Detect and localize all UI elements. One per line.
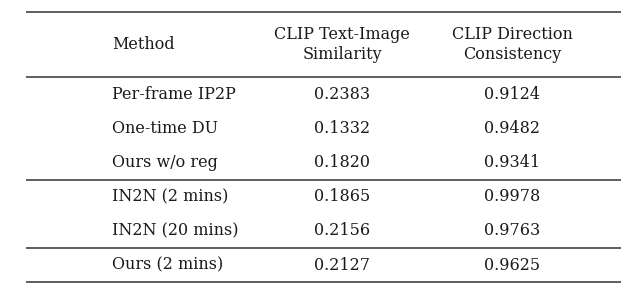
- Text: 0.9341: 0.9341: [484, 154, 540, 171]
- Text: 0.2156: 0.2156: [314, 222, 371, 239]
- Text: CLIP Direction
Consistency: CLIP Direction Consistency: [452, 26, 572, 63]
- Text: Ours (2 mins): Ours (2 mins): [112, 257, 223, 274]
- Text: 0.1820: 0.1820: [314, 154, 371, 171]
- Text: 0.1865: 0.1865: [314, 188, 371, 205]
- Text: IN2N (2 mins): IN2N (2 mins): [112, 188, 228, 205]
- Text: 0.9763: 0.9763: [484, 222, 540, 239]
- Text: 0.2383: 0.2383: [314, 86, 371, 103]
- Text: 0.9625: 0.9625: [484, 257, 540, 274]
- Text: Per-frame IP2P: Per-frame IP2P: [112, 86, 236, 103]
- Text: Method: Method: [112, 36, 175, 53]
- Text: 0.9482: 0.9482: [484, 120, 540, 137]
- Text: 0.9124: 0.9124: [484, 86, 540, 103]
- Text: IN2N (20 mins): IN2N (20 mins): [112, 222, 239, 239]
- Text: One-time DU: One-time DU: [112, 120, 218, 137]
- Text: CLIP Text-Image
Similarity: CLIP Text-Image Similarity: [275, 26, 410, 63]
- Text: 0.9978: 0.9978: [484, 188, 540, 205]
- Text: 0.1332: 0.1332: [314, 120, 371, 137]
- Text: Ours w/o reg: Ours w/o reg: [112, 154, 218, 171]
- Text: 0.2127: 0.2127: [314, 257, 371, 274]
